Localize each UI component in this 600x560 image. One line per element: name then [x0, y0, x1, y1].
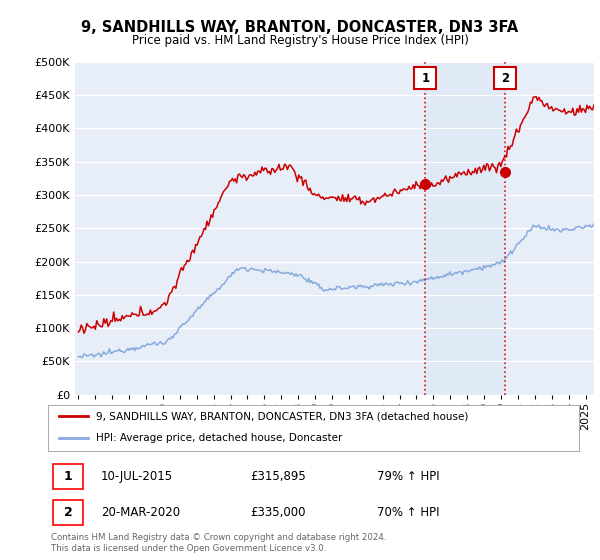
Text: HPI: Average price, detached house, Doncaster: HPI: Average price, detached house, Donc…	[96, 433, 342, 443]
Text: 1: 1	[64, 470, 72, 483]
Text: 1: 1	[421, 72, 430, 85]
Bar	[53, 500, 83, 525]
Bar	[425, 62, 505, 395]
Text: 20-MAR-2020: 20-MAR-2020	[101, 506, 180, 519]
Text: £335,000: £335,000	[250, 506, 305, 519]
Text: 9, SANDHILLS WAY, BRANTON, DONCASTER, DN3 3FA: 9, SANDHILLS WAY, BRANTON, DONCASTER, DN…	[82, 20, 518, 35]
Text: 2: 2	[64, 506, 72, 519]
Text: 70% ↑ HPI: 70% ↑ HPI	[377, 506, 440, 519]
Text: Contains HM Land Registry data © Crown copyright and database right 2024.
This d: Contains HM Land Registry data © Crown c…	[51, 533, 386, 553]
Text: 79% ↑ HPI: 79% ↑ HPI	[377, 470, 440, 483]
Text: 2: 2	[500, 72, 509, 85]
Text: 9, SANDHILLS WAY, BRANTON, DONCASTER, DN3 3FA (detached house): 9, SANDHILLS WAY, BRANTON, DONCASTER, DN…	[96, 412, 468, 421]
Text: £315,895: £315,895	[250, 470, 305, 483]
Text: Price paid vs. HM Land Registry's House Price Index (HPI): Price paid vs. HM Land Registry's House …	[131, 34, 469, 46]
Text: 10-JUL-2015: 10-JUL-2015	[101, 470, 173, 483]
Bar	[53, 464, 83, 489]
